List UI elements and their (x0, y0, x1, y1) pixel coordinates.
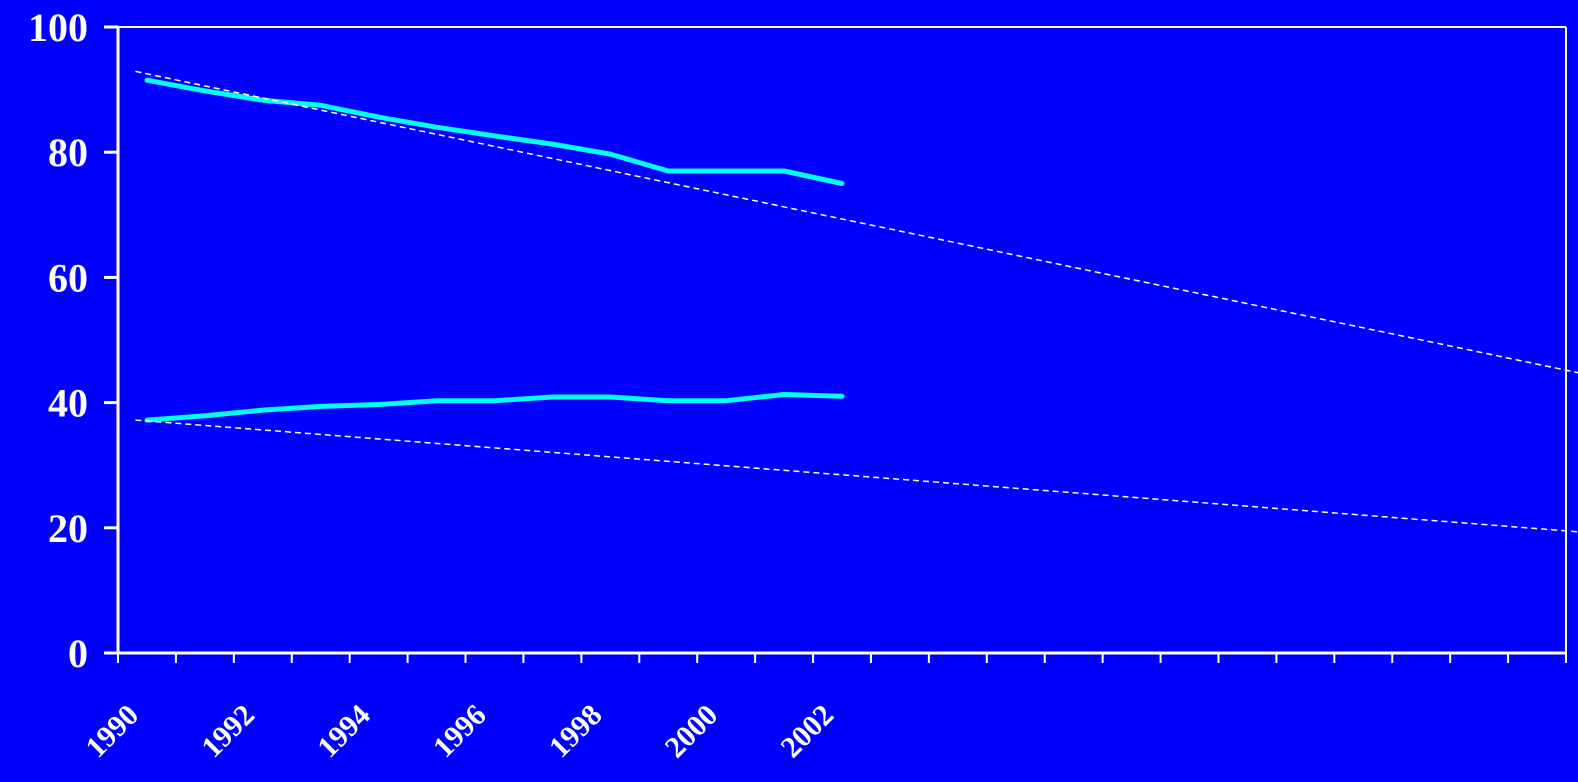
chart-axes (104, 25, 1567, 663)
y-tick-label: 60 (48, 255, 88, 300)
y-tick-label: 100 (28, 5, 88, 50)
y-tick-label: 0 (68, 631, 88, 676)
x-axis-labels: 1990 1992 1994 1996 1998 2000 2002 (79, 698, 840, 764)
y-axis-labels: 0 20 40 60 80 100 (28, 5, 88, 676)
trend-line-2 (135, 419, 1578, 533)
y-tick-label: 80 (48, 130, 88, 175)
x-tick-label: 1996 (427, 698, 493, 764)
x-tick-label: 2000 (659, 698, 725, 764)
chart-series (135, 70, 1578, 533)
x-tick-label: 1998 (543, 698, 609, 764)
x-tick-label: 1990 (79, 698, 145, 764)
x-tick-label: 1994 (311, 698, 377, 764)
y-tick-label: 40 (48, 381, 88, 426)
x-tick-label: 1992 (195, 698, 261, 764)
trend-line-1 (135, 70, 1578, 374)
x-tick-label: 2002 (774, 698, 840, 764)
y-tick-label: 20 (48, 506, 88, 551)
series-line-1 (144, 77, 845, 186)
series-line-2 (144, 392, 845, 423)
